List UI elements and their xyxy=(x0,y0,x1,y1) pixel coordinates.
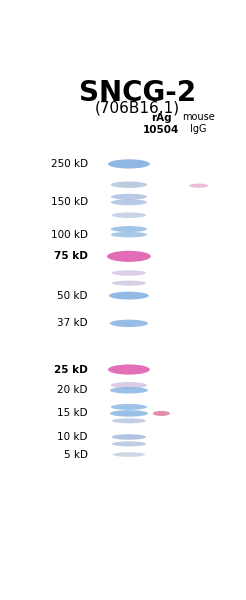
Text: (706B16.1): (706B16.1) xyxy=(95,101,180,116)
Ellipse shape xyxy=(108,364,150,374)
Text: 5 kD: 5 kD xyxy=(64,449,88,460)
Ellipse shape xyxy=(111,232,147,238)
Ellipse shape xyxy=(112,442,146,446)
Ellipse shape xyxy=(111,226,147,232)
Ellipse shape xyxy=(113,452,145,457)
Text: SNCG-2: SNCG-2 xyxy=(79,79,196,107)
Ellipse shape xyxy=(109,292,149,299)
Text: 150 kD: 150 kD xyxy=(51,197,88,207)
Ellipse shape xyxy=(112,434,146,440)
Ellipse shape xyxy=(153,411,170,416)
Text: 100 kD: 100 kD xyxy=(51,230,88,239)
Ellipse shape xyxy=(112,212,146,218)
Text: 50 kD: 50 kD xyxy=(58,290,88,301)
Ellipse shape xyxy=(111,194,147,200)
Text: mouse
IgG: mouse IgG xyxy=(182,112,215,134)
Text: 15 kD: 15 kD xyxy=(57,409,88,418)
Text: 25 kD: 25 kD xyxy=(54,365,88,374)
Text: 10 kD: 10 kD xyxy=(58,432,88,442)
Ellipse shape xyxy=(111,181,147,188)
Text: 250 kD: 250 kD xyxy=(51,160,88,169)
Ellipse shape xyxy=(111,404,147,410)
Ellipse shape xyxy=(108,160,150,169)
Text: rAg
10504: rAg 10504 xyxy=(143,113,180,136)
Text: 20 kD: 20 kD xyxy=(58,385,88,395)
Ellipse shape xyxy=(112,281,146,286)
Ellipse shape xyxy=(111,382,147,388)
Ellipse shape xyxy=(110,387,148,394)
Text: 75 kD: 75 kD xyxy=(54,251,88,262)
Text: 37 kD: 37 kD xyxy=(57,319,88,328)
Ellipse shape xyxy=(111,199,147,205)
Ellipse shape xyxy=(110,320,148,327)
Ellipse shape xyxy=(110,410,148,416)
Ellipse shape xyxy=(189,184,208,188)
Ellipse shape xyxy=(107,251,151,262)
Ellipse shape xyxy=(112,418,146,424)
Ellipse shape xyxy=(112,270,146,276)
